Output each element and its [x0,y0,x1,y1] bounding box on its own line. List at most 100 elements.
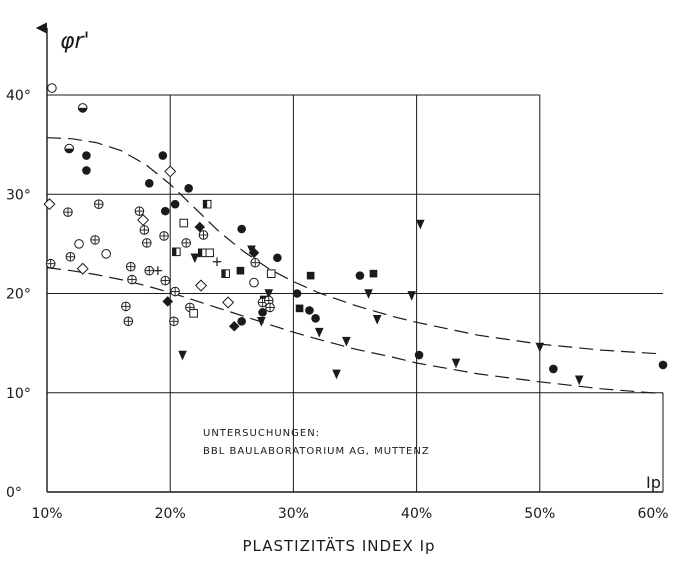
data-point-crossed-circle [141,238,152,248]
data-point-crossed-circle [265,302,275,313]
grid [47,94,664,492]
data-point-filled-triangle-down [451,358,461,369]
data-point-filled-circle [82,151,91,160]
x-tick-label: 40% [401,506,432,522]
data-point-filled-circle [82,166,91,175]
x-tick-label: 20% [155,506,186,522]
data-point-crossed-circle [160,275,171,286]
data-point-filled-triangle-down [574,375,584,386]
data-point-filled-triangle-down [407,291,416,301]
data-point-open-circle [249,277,259,288]
data-point-filled-square [369,269,378,278]
data-point-open-circle [74,239,84,249]
data-point-half-filled-circle [64,143,74,154]
data-point-filled-circle [658,360,668,370]
data-point-crossed-circle [263,295,274,306]
data-point-crossed-circle [93,199,104,209]
y-tick-label: 20° [6,287,31,303]
data-point-crossed-circle [127,274,137,285]
data-point-filled-triangle-down [178,350,187,361]
x-tick-label: 10% [31,506,62,522]
data-point-filled-diamond [194,221,206,233]
data-point-half-filled-square [172,247,181,257]
tick-labels: 0° 10° 20° 30° 40° 10% 20% 30% 40% 50% 60% [6,88,669,522]
data-point-open-circle [47,83,57,93]
data-point-filled-triangle-down [372,315,382,325]
y-tick-label: 0° [6,485,22,501]
data-point-filled-triangle-down [314,327,324,338]
data-point-filled-triangle-down [535,342,545,353]
data-point-open-square [189,309,198,318]
data-point-filled-circle [237,224,246,234]
data-point-plus [212,257,222,267]
data-point-filled-diamond [162,296,174,307]
data-point-open-square [179,218,189,228]
data-point-crossed-circle [134,206,145,216]
data-point-filled-diamond [228,320,240,332]
data-point-filled-circle [355,271,365,280]
data-point-crossed-circle [139,225,150,235]
data-point-filled-circle [170,199,180,209]
data-point-crossed-circle [125,261,136,272]
data-point-filled-circle [273,253,282,263]
data-point-filled-triangle-down [342,336,351,347]
envelope-curve [46,137,664,355]
data-point-open-diamond [43,198,56,211]
data-point-filled-square [236,266,245,275]
x-axis-label: PLASTIZITÄTS INDEX Ip [242,536,435,555]
data-point-open-diamond [137,214,150,227]
annotation-line-1: UNTERSUCHUNGEN: [203,428,320,439]
data-point-filled-circle [305,306,314,315]
data-point-filled-triangle-down [364,289,373,299]
data-point-open-square [266,269,276,278]
y-tick-label: 40° [6,88,31,104]
data-point-filled-triangle-down [257,316,266,327]
data-point-open-diamond [76,262,89,275]
data-point-filled-circle [144,179,154,188]
data-point-crossed-circle [121,301,131,312]
data-point-crossed-circle [65,251,76,262]
data-point-filled-square [295,304,304,313]
x-tick-label: 60% [637,506,668,522]
data-point-open-diamond [194,279,208,292]
data-point-open-diamond [164,165,177,178]
data-point-crossed-circle [169,316,179,327]
data-point-open-diamond [222,296,235,309]
data-points [43,83,668,386]
y-tick-label: 10° [6,386,31,402]
x-axis-end-label: Ip [646,473,661,492]
data-point-crossed-circle [45,258,56,269]
envelope-curves [46,137,664,395]
data-point-crossed-circle [181,238,192,248]
data-point-crossed-circle [90,235,100,245]
data-point-crossed-circle [63,207,73,217]
data-point-filled-circle [160,206,170,216]
data-point-crossed-circle [159,231,169,241]
axes [35,22,663,493]
data-point-filled-circle [258,308,267,317]
data-point-crossed-circle [123,316,134,327]
annotation: UNTERSUCHUNGEN: BBL BAULABORATORIUM AG, … [203,428,430,457]
y-tick-label: 30° [6,187,31,203]
data-point-half-filled-square [197,248,207,258]
data-point-filled-circle [414,350,424,360]
data-point-filled-circle [184,183,193,193]
data-point-open-square [205,248,214,258]
envelope-curve [46,267,664,395]
data-point-filled-diamond [248,247,260,259]
data-point-filled-triangle-down [190,253,200,264]
data-point-open-circle [101,249,111,259]
data-point-half-filled-square [202,199,212,209]
x-tick-label: 30% [278,506,309,522]
data-point-filled-triangle-down [332,369,341,380]
data-point-filled-square [306,271,315,280]
y-axis-label: φr' [60,29,90,54]
data-point-half-filled-circle [77,103,88,113]
data-point-crossed-circle [250,257,261,268]
data-point-crossed-circle [198,230,209,240]
data-point-filled-circle [237,316,246,326]
data-point-filled-triangle-down [415,219,425,230]
annotation-line-2: BBL BAULABORATORIUM AG, MUTTENZ [203,446,430,457]
data-point-crossed-circle [144,265,155,276]
